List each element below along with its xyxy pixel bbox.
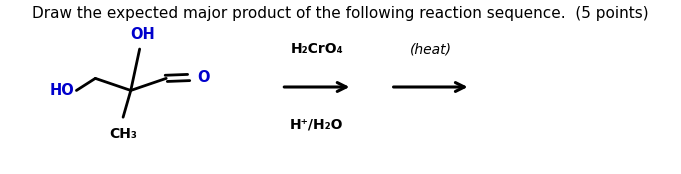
Text: OH: OH xyxy=(130,27,155,42)
Text: Draw the expected major product of the following reaction sequence.  (5 points): Draw the expected major product of the f… xyxy=(32,6,649,21)
Text: H⁺/H₂O: H⁺/H₂O xyxy=(290,118,344,132)
Text: (heat): (heat) xyxy=(410,42,452,56)
Text: H₂CrO₄: H₂CrO₄ xyxy=(291,42,343,56)
Text: HO: HO xyxy=(50,83,75,98)
Text: O: O xyxy=(197,70,210,85)
Text: CH₃: CH₃ xyxy=(109,127,137,141)
